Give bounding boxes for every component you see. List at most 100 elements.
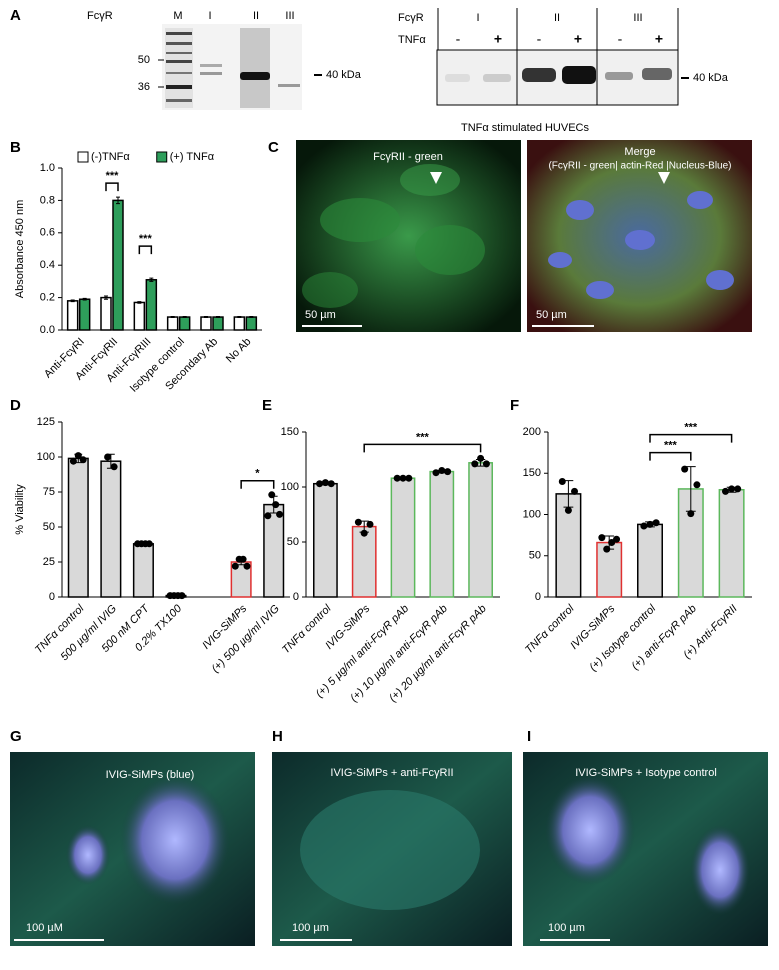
decoration bbox=[522, 68, 556, 82]
data-point bbox=[558, 478, 566, 485]
decoration bbox=[445, 74, 470, 82]
data-point bbox=[608, 539, 616, 547]
decoration bbox=[200, 72, 222, 75]
panel-title: TNFα stimulated HUVECs bbox=[461, 122, 589, 134]
data-point bbox=[354, 518, 362, 526]
y-tick-label: 0 bbox=[49, 591, 55, 603]
significance-bracket bbox=[105, 182, 119, 192]
decoration bbox=[300, 790, 480, 910]
decoration bbox=[240, 28, 270, 108]
bar bbox=[637, 523, 663, 598]
y-tick-label: 0.2 bbox=[40, 292, 55, 304]
decoration bbox=[166, 85, 192, 89]
significance-label: *** bbox=[664, 440, 678, 452]
image-caption: IVIG-SiMPs + Isotype control bbox=[575, 767, 717, 779]
bar bbox=[718, 489, 745, 598]
image-caption: Merge bbox=[624, 146, 655, 158]
y-tick-label: 50 bbox=[43, 521, 55, 533]
y-tick-label: 0.4 bbox=[40, 259, 55, 271]
size-label: 40 kDa bbox=[693, 72, 729, 84]
significance-label: *** bbox=[106, 170, 120, 182]
data-point bbox=[681, 465, 689, 473]
data-point bbox=[104, 453, 112, 461]
y-tick-label: 100 bbox=[523, 508, 541, 520]
bar bbox=[351, 525, 377, 598]
data-point bbox=[316, 480, 324, 488]
bar bbox=[390, 477, 416, 598]
y-axis-label: % Viability bbox=[14, 484, 26, 535]
data-point bbox=[438, 467, 446, 474]
data-point bbox=[598, 534, 606, 542]
panel-h: IVIG-SiMPs + anti-FcγRII 100 µm bbox=[272, 752, 512, 946]
error-bar bbox=[237, 316, 242, 319]
bar bbox=[313, 482, 338, 598]
y-tick-label: 125 bbox=[37, 416, 55, 428]
y-tick-label: 25 bbox=[43, 556, 55, 568]
image-caption: IVIG-SiMPs + anti-FcγRII bbox=[330, 767, 453, 779]
sign: - bbox=[537, 31, 542, 47]
y-tick-label: 100 bbox=[37, 451, 55, 463]
panel-label: E bbox=[262, 397, 272, 414]
data-point bbox=[613, 535, 621, 543]
y-axis-label: Absorbance 450 nm bbox=[14, 200, 26, 298]
group-label: II bbox=[554, 12, 560, 24]
panel-label: A bbox=[10, 7, 21, 24]
lane-label: M bbox=[173, 10, 182, 22]
data-point bbox=[405, 474, 413, 482]
decoration bbox=[430, 172, 442, 184]
bar bbox=[132, 543, 154, 598]
decoration bbox=[566, 200, 594, 220]
bar bbox=[468, 462, 493, 598]
panel-label: I bbox=[527, 728, 531, 745]
y-tick-label: 50 bbox=[529, 550, 541, 562]
panel-label: F bbox=[510, 397, 519, 414]
decoration bbox=[690, 825, 750, 915]
y-tick-label: 150 bbox=[281, 426, 299, 438]
x-tick-label: TNFα control bbox=[523, 602, 577, 656]
scale-bar-label: 50 µm bbox=[305, 309, 336, 321]
decoration bbox=[415, 225, 485, 275]
bar bbox=[100, 460, 122, 598]
data-point bbox=[640, 522, 648, 530]
data-point bbox=[652, 519, 660, 527]
bar bbox=[100, 296, 112, 331]
significance-label: *** bbox=[139, 233, 153, 245]
data-point bbox=[110, 463, 118, 471]
decoration bbox=[687, 191, 713, 209]
decoration bbox=[586, 281, 614, 299]
data-point bbox=[646, 520, 654, 528]
panel-label: D bbox=[10, 397, 21, 414]
bar bbox=[200, 316, 212, 331]
decoration bbox=[625, 230, 655, 250]
blot-bg bbox=[436, 49, 679, 106]
blot-right: FcγR TNFα I II III - + - + - + 40 kDa bbox=[398, 8, 729, 106]
decoration bbox=[302, 272, 358, 308]
data-point bbox=[564, 506, 572, 514]
data-point bbox=[69, 457, 77, 465]
decoration bbox=[240, 72, 270, 80]
error-bar bbox=[82, 297, 87, 301]
error-bar bbox=[204, 316, 208, 319]
decoration bbox=[166, 60, 192, 63]
row-label: FcγR bbox=[398, 12, 424, 24]
y-tick-label: 0.8 bbox=[40, 194, 55, 206]
decoration bbox=[562, 66, 596, 84]
decoration bbox=[400, 164, 460, 196]
decoration bbox=[706, 270, 734, 290]
decoration bbox=[545, 775, 635, 885]
data-point bbox=[734, 485, 742, 493]
error-bar bbox=[137, 301, 142, 304]
data-point bbox=[444, 468, 452, 476]
image-caption: FcγRII - green bbox=[373, 151, 443, 163]
bar bbox=[245, 316, 258, 331]
panel-c: TNFα stimulated HUVECs FcγRII - green 50… bbox=[296, 122, 752, 332]
y-tick-label: 150 bbox=[523, 467, 541, 479]
data-point bbox=[482, 460, 490, 468]
data-point bbox=[687, 510, 695, 518]
error-bar bbox=[249, 316, 254, 319]
decoration bbox=[120, 775, 230, 905]
sign: - bbox=[618, 31, 623, 47]
decoration bbox=[605, 72, 633, 80]
y-tick-label: 0.0 bbox=[40, 324, 55, 336]
